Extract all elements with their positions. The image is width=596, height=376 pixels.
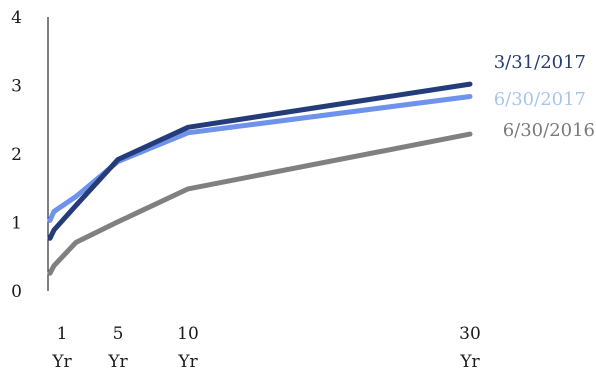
series-labels: 3/31/2017 6/30/2017 6/30/2016 bbox=[494, 52, 595, 141]
y-axis-ticks: 0 1 2 3 4 bbox=[11, 8, 22, 302]
y-tick-label: 0 bbox=[11, 282, 22, 302]
x-tick-unit-label: Yr bbox=[177, 352, 198, 372]
x-tick-label: 10 bbox=[177, 324, 199, 344]
series-label: 3/31/2017 bbox=[494, 52, 586, 73]
series-lines bbox=[47, 81, 473, 276]
y-tick-label: 3 bbox=[11, 77, 22, 97]
y-tick-label: 4 bbox=[11, 8, 22, 28]
series-line bbox=[47, 81, 473, 241]
x-tick-unit-label: Yr bbox=[107, 352, 128, 372]
x-tick-label: 1 bbox=[57, 324, 68, 344]
x-tick-label: 30 bbox=[459, 324, 481, 344]
y-tick-label: 1 bbox=[11, 214, 22, 234]
series-label: 6/30/2016 bbox=[503, 120, 595, 141]
x-tick-label: 5 bbox=[113, 324, 124, 344]
x-axis-ticks: 1 Yr 5 Yr 10 Yr 30 Yr bbox=[51, 324, 481, 372]
series-label: 6/30/2017 bbox=[494, 89, 586, 110]
x-tick-unit-label: Yr bbox=[51, 352, 72, 372]
x-tick-unit-label: Yr bbox=[459, 352, 480, 372]
series-line bbox=[47, 131, 473, 276]
y-tick-label: 2 bbox=[11, 145, 22, 165]
